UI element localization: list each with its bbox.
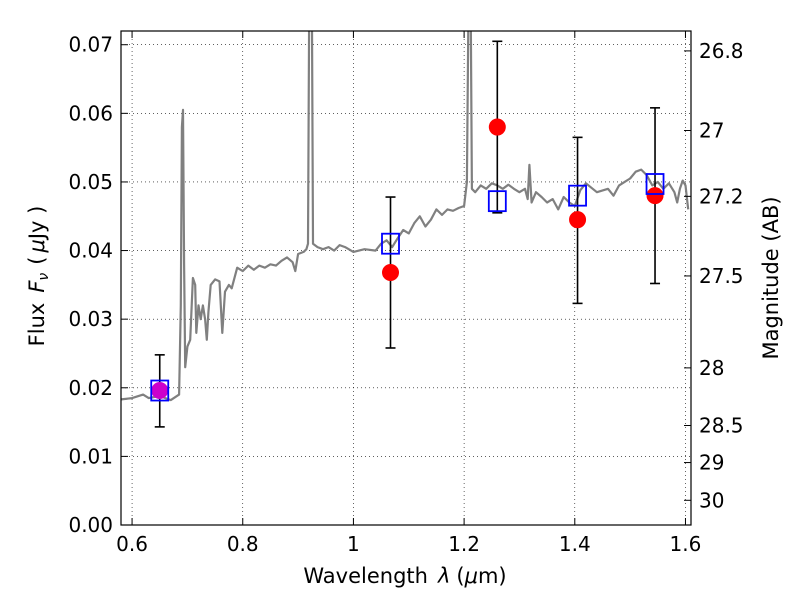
magnitude-tick-label: 27 xyxy=(699,118,724,142)
y-axis-left-label-unit-rest: Jy ) xyxy=(25,206,49,242)
y-tick-label: 0.01 xyxy=(68,444,113,468)
x-axis-label-text: Wavelength xyxy=(303,564,428,588)
x-axis-label-unit-rest: m) xyxy=(478,564,507,588)
model-flux-square xyxy=(381,232,400,255)
model-flux-square xyxy=(568,184,587,207)
plot-frame xyxy=(120,30,692,526)
x-tick-label: 1.4 xyxy=(559,532,591,556)
y-axis-left-label: Flux Fν ( μJy ) xyxy=(25,206,52,347)
y-axis-left-label-symbol: F xyxy=(25,280,49,293)
observed-flux-point xyxy=(151,382,169,400)
y-tick-label: 0.05 xyxy=(68,170,113,194)
y-tick-label: 0.06 xyxy=(68,101,113,125)
observed-flux-point xyxy=(488,118,506,136)
y-axis-right-label: Magnitude (AB) xyxy=(759,196,783,359)
magnitude-tick-label: 26.8 xyxy=(699,39,744,63)
x-tick-label: 0.6 xyxy=(116,532,148,556)
observed-flux-point xyxy=(382,264,400,282)
x-axis-label-unit-mu: μ xyxy=(464,564,478,588)
y-axis-right-magnitude: 26.8 27 27.2 27.5 28 28.5 29 30 xyxy=(684,39,744,512)
y-axis-left: 0.00 0.01 0.02 0.03 0.04 0.05 0.06 0.07 xyxy=(68,33,128,537)
observed-flux-point xyxy=(569,211,587,229)
x-axis-label-symbol: λ xyxy=(437,564,450,588)
magnitude-tick-label: 29 xyxy=(699,451,724,475)
plot-area xyxy=(121,31,690,428)
y-tick-label: 0.03 xyxy=(68,307,113,331)
model-flux-square xyxy=(487,190,507,213)
y-axis-left-label-unit-mu: μ xyxy=(25,239,49,253)
grid-lines xyxy=(121,31,691,526)
y-axis-left-label-text: Flux xyxy=(25,303,49,347)
x-tick-label: 0.8 xyxy=(227,532,259,556)
model-flux-square xyxy=(150,379,170,402)
x-tick-label: 1 xyxy=(347,532,360,556)
x-axis-label-unit-open: ( xyxy=(456,564,464,588)
magnitude-tick-label: 30 xyxy=(699,488,724,512)
y-tick-label: 0.00 xyxy=(68,513,113,537)
magnitude-tick-label: 27.2 xyxy=(699,184,744,208)
x-tick-label: 1.2 xyxy=(448,532,480,556)
x-axis-label: Wavelength λ (μm) xyxy=(303,564,506,588)
x-axis: 0.6 0.8 1 1.2 1.4 1.6 xyxy=(116,31,701,556)
magnitude-tick-label: 28 xyxy=(699,356,724,380)
y-axis-left-label-unit-open: ( xyxy=(25,257,49,265)
magnitude-tick-label: 28.5 xyxy=(699,414,744,438)
x-tick-label: 1.6 xyxy=(670,532,702,556)
y-tick-label: 0.04 xyxy=(68,239,113,263)
y-tick-label: 0.07 xyxy=(68,33,113,57)
model-spectrum-line xyxy=(121,31,690,402)
y-axis-left-label-subscript: ν xyxy=(36,273,52,281)
y-tick-label: 0.02 xyxy=(68,376,113,400)
model-flux-square xyxy=(645,173,665,195)
observed-flux-point xyxy=(646,187,664,205)
magnitude-tick-label: 27.5 xyxy=(699,264,744,288)
